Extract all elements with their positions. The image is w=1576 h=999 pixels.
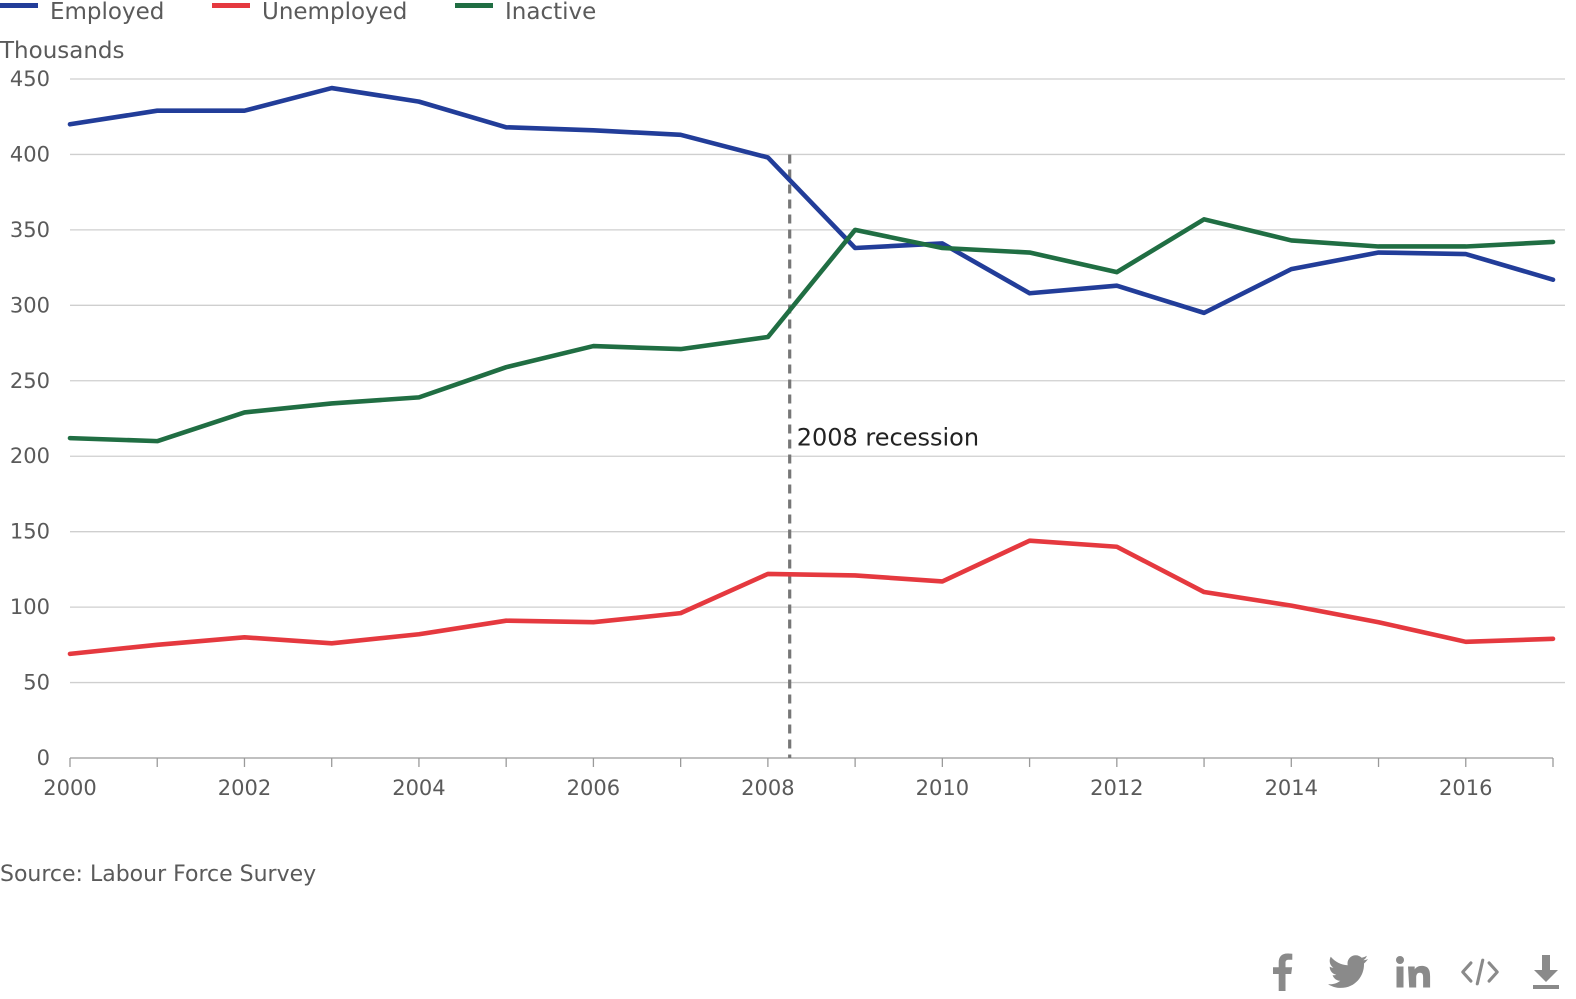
legend-label: Employed [50,0,164,25]
series-line-employed [67,85,1556,316]
y-axis-unit-label: Thousands [0,38,125,64]
x-tick-label: 2008 [741,776,794,800]
download-icon[interactable] [1526,952,1566,992]
gridlines [70,78,1565,684]
y-axis-ticks: 0 50 100 150 200 250 300 350 400 450 [10,67,50,770]
legend-swatch [0,3,38,8]
source-note: Source: Labour Force Survey [0,862,317,887]
legend-label: Inactive [505,0,596,25]
y-tick-label: 400 [10,142,50,166]
linkedin-icon[interactable] [1394,952,1434,992]
x-tick-label: 2000 [43,776,96,800]
series-line-inactive [67,217,1556,444]
x-tick-label: 2004 [392,776,445,800]
y-tick-label: 0 [37,746,50,770]
y-tick-label: 350 [10,218,50,242]
share-toolbar [1262,950,1566,994]
legend-item-inactive: Inactive [455,0,596,25]
annotations: 2008 recession [788,154,979,758]
x-tick-label: 2006 [567,776,620,800]
embed-icon[interactable] [1460,952,1500,992]
y-tick-label: 50 [23,671,50,695]
y-tick-label: 150 [10,520,50,544]
facebook-icon[interactable] [1262,952,1302,992]
twitter-icon[interactable] [1328,952,1368,992]
x-tick-label: 2010 [916,776,969,800]
legend-label: Unemployed [262,0,407,25]
recession-annotation: 2008 recession [797,424,979,452]
y-tick-label: 200 [10,444,50,468]
y-tick-label: 300 [10,293,50,317]
x-tick-label: 2014 [1265,776,1318,800]
series-line-unemployed [67,538,1556,657]
legend-swatch [212,3,250,8]
x-tick-label: 2002 [218,776,271,800]
legend: Employed Unemployed Inactive [0,0,596,25]
x-tick-label: 2012 [1090,776,1143,800]
legend-item-employed: Employed [0,0,164,25]
y-tick-label: 450 [10,67,50,91]
x-tick-label: 2016 [1439,776,1492,800]
y-tick-label: 250 [10,369,50,393]
series-lines [67,85,1556,657]
legend-item-unemployed: Unemployed [212,0,407,25]
y-tick-label: 100 [10,595,50,619]
x-axis: 2000 2002 2004 2006 2008 2010 2012 2014 2016 [43,757,1554,800]
legend-swatch [455,3,493,8]
